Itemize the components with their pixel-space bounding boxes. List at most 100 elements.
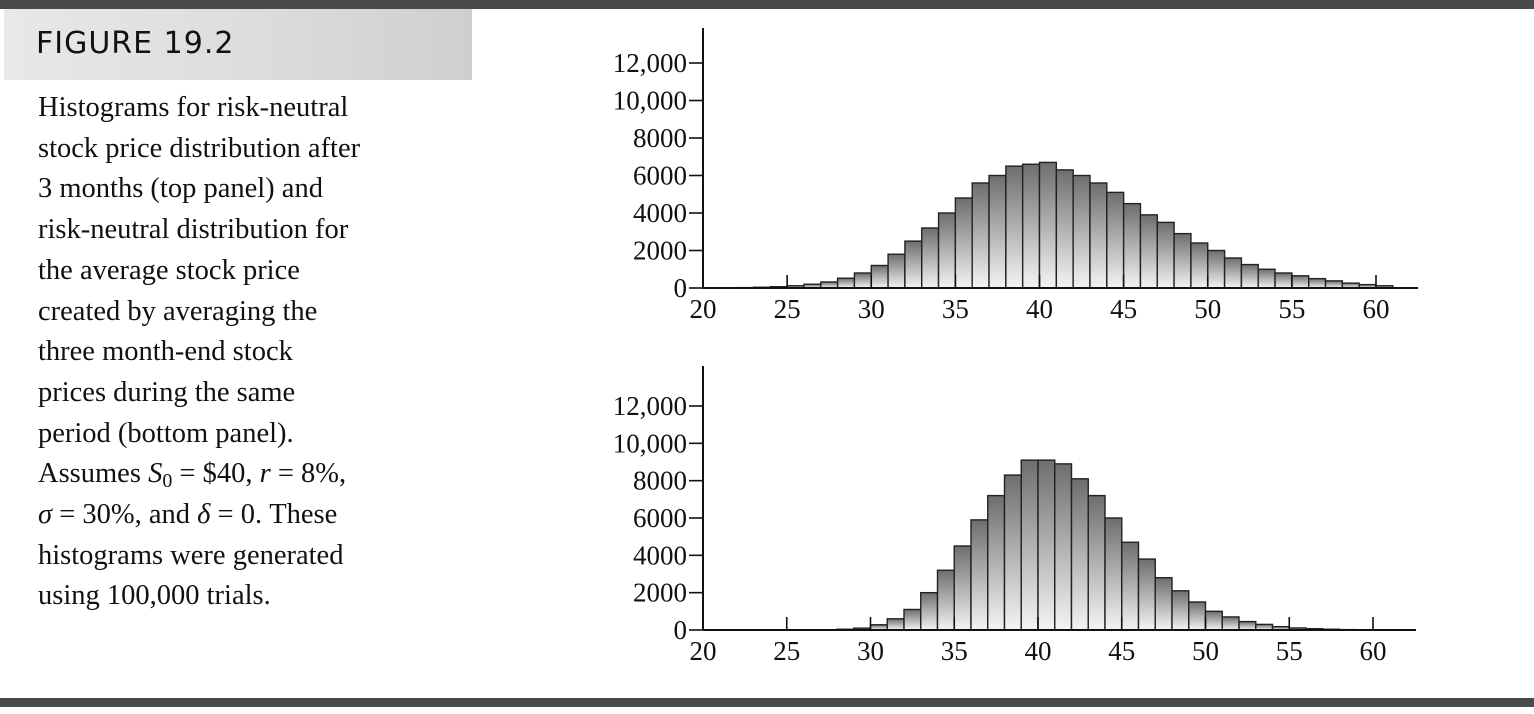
histogram-bar [1106, 191, 1125, 289]
caption-line: Histograms for risk-neutral [38, 92, 349, 123]
histogram-bar [1190, 242, 1209, 289]
y-tick-label: 0 [674, 273, 688, 303]
histogram-bar [954, 197, 973, 289]
histogram-bar [1021, 163, 1041, 289]
histogram-bar [921, 227, 940, 289]
x-tick-label: 30 [858, 294, 885, 324]
histogram-bar [1291, 275, 1310, 289]
histogram-bar [1240, 263, 1259, 289]
histogram-bar [1122, 202, 1142, 289]
y-tick-label: 0 [674, 615, 688, 645]
histogram-bar [1307, 277, 1327, 289]
histogram-bar [853, 272, 872, 289]
x-tick-label: 30 [857, 636, 884, 666]
y-tick-label: 2000 [633, 578, 687, 608]
caption-line: risk-neutral distribution for [38, 214, 349, 246]
histogram-bar [1204, 610, 1223, 631]
histogram-bar [1121, 541, 1140, 631]
y-tick-label: 12,000 [613, 48, 687, 78]
histogram-bar [1173, 232, 1192, 289]
caption-line: stock price distribution after [38, 132, 361, 164]
histogram-bar [1038, 161, 1058, 289]
histogram-bar [1020, 459, 1039, 631]
bottom-rule [0, 698, 1534, 707]
histogram-bar [887, 253, 906, 289]
histogram-bar [1257, 268, 1276, 289]
histogram-bar [1274, 272, 1293, 289]
x-tick-label: 40 [1026, 294, 1053, 324]
histogram-bar [1054, 463, 1073, 631]
x-tick-label: 45 [1108, 636, 1135, 666]
caption-assumes-text: Assumes [38, 458, 149, 490]
s-subscript: 0 [162, 470, 173, 493]
caption-line: created by averaging the [38, 295, 318, 327]
y-tick-label: 6000 [633, 161, 687, 191]
y-tick-label: 8000 [633, 466, 687, 496]
y-tick-label: 2000 [633, 236, 687, 266]
caption-assumptions-line-2: σ = 30%, and δ = 0. These [38, 495, 438, 536]
histogram-bar [1104, 517, 1123, 631]
histogram-bar [1139, 214, 1158, 289]
histogram-bar [1070, 478, 1089, 631]
histogram-bar [970, 519, 989, 631]
x-tick-label: 50 [1194, 294, 1221, 324]
histogram-bar [1223, 257, 1243, 289]
sigma-symbol: σ [38, 499, 53, 531]
x-tick-label: 20 [690, 294, 717, 324]
y-tick-label: 4000 [633, 198, 687, 228]
caption-line: using 100,000 trials. [38, 580, 271, 612]
x-tick-label: 60 [1363, 294, 1390, 324]
histogram-bar [1324, 280, 1344, 289]
s-value: = $40, [172, 458, 260, 490]
s-symbol: S [148, 458, 163, 490]
x-tick-label: 55 [1278, 294, 1305, 324]
histogram-bar [1221, 616, 1240, 631]
y-tick-label: 8000 [633, 123, 687, 153]
histogram-bar [1037, 459, 1056, 631]
y-tick-label: 4000 [633, 540, 687, 570]
histogram-bar [937, 212, 957, 289]
x-tick-label: 45 [1110, 294, 1137, 324]
x-tick-label: 40 [1025, 636, 1052, 666]
histogram-bar [1072, 174, 1091, 289]
caption-assumptions-line: Assumes S0 = $40, r = 8%, [38, 454, 438, 495]
top-panel-histogram: 0 2000 4000 6000 8000 10,000 12,000 20 25 30 35 40 4… [613, 28, 1418, 324]
figure-header-band [4, 9, 472, 80]
histogram-bar [903, 608, 922, 631]
histogram-bar [1238, 620, 1257, 631]
histogram-bar [953, 545, 972, 631]
delta-symbol: δ [197, 499, 211, 531]
delta-value: = 0. These [210, 499, 338, 531]
histogram-bar [1137, 558, 1156, 631]
x-tick-label: 50 [1192, 636, 1219, 666]
sigma-value: = 30%, and [52, 499, 198, 531]
caption-line: three month-end stock [38, 336, 293, 368]
histogram-bar [987, 494, 1006, 631]
top-rule [0, 0, 1534, 9]
x-tick-label: 55 [1276, 636, 1303, 666]
histogram-bar [1156, 221, 1175, 289]
histogram-bar [920, 591, 939, 631]
y-tick-label: 10,000 [613, 428, 687, 458]
histogram-bar [904, 240, 923, 289]
histogram-bar [1005, 165, 1024, 289]
bottom-panel-histogram: 0 2000 4000 6000 8000 10,000 12,000 20 25 30 35 40 4… [613, 366, 1416, 666]
x-tick-label: 25 [773, 636, 800, 666]
histogram-bar [886, 618, 905, 631]
histogram-bar [870, 264, 889, 289]
histogram-bar [1154, 577, 1173, 631]
histogram-bar [1171, 590, 1190, 631]
histogram-bar [1055, 169, 1074, 289]
histogram-bar [971, 182, 990, 289]
histogram-bar [936, 569, 955, 631]
r-value: = 8%, [270, 458, 347, 490]
histogram-bar [836, 277, 856, 289]
histogram-bar [1087, 494, 1106, 631]
caption-line: 3 months (top panel) and [38, 173, 323, 205]
figure-caption: Histograms for risk-neutral stock price … [38, 88, 438, 617]
caption-line: period (bottom panel). [38, 417, 294, 449]
histogram-bar [1207, 249, 1226, 289]
caption-line: prices during the same [38, 376, 296, 408]
histogram-bar [1188, 601, 1207, 631]
y-tick-label: 12,000 [613, 391, 687, 421]
